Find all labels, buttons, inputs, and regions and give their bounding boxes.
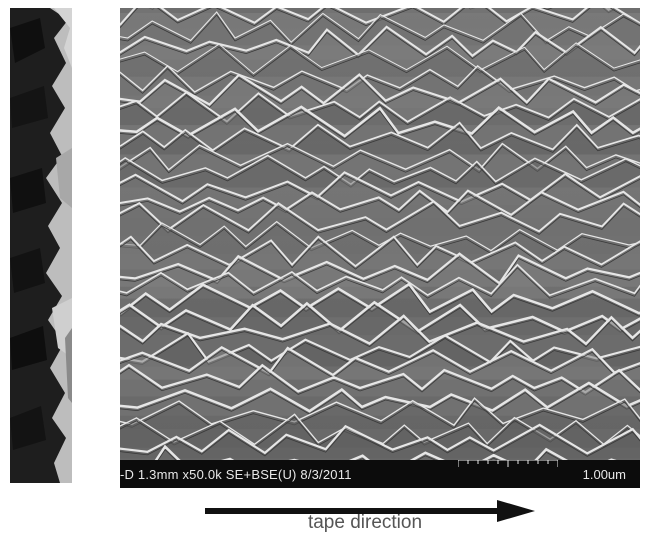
cross-section-image [10, 8, 72, 483]
scale-bar-ticks [458, 460, 558, 467]
tape-direction-caption: tape direction [307, 512, 423, 533]
sem-micrograph: -D 1.3mm x50.0k SE+BSE(U) 8/3/2011 [120, 8, 640, 488]
sem-info-bar: -D 1.3mm x50.0k SE+BSE(U) 8/3/2011 [120, 460, 640, 488]
sem-parameters: -D 1.3mm x50.0k SE+BSE(U) 8/3/2011 [120, 467, 352, 482]
terrace-texture [120, 8, 640, 460]
tape-direction-arrow-icon [205, 500, 535, 522]
scale-bar-label: 1.00um [582, 467, 626, 482]
